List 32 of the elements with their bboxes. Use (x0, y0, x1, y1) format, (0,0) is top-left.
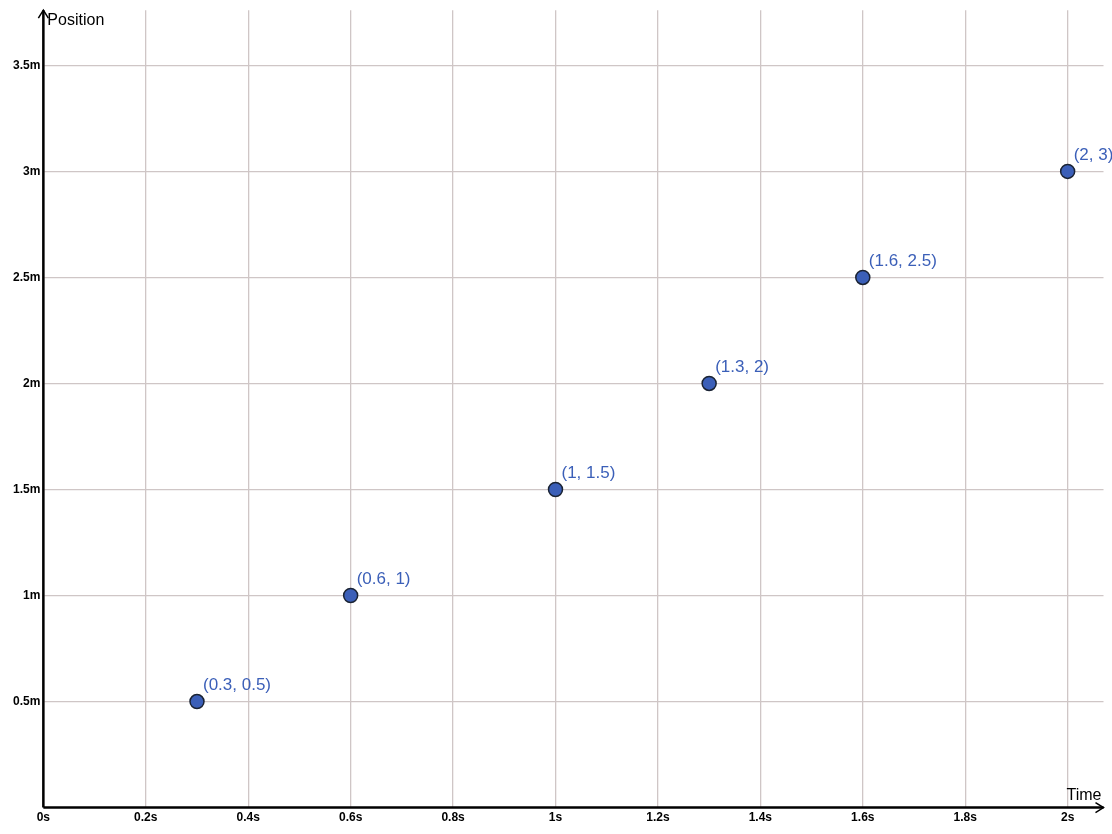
x-tick-label: 0.8s (441, 810, 466, 825)
data-label: (1, 1.5) (561, 462, 616, 482)
y-tick-label: 1m (23, 587, 41, 602)
y-tick-label: 3.5m (12, 57, 41, 72)
y-tick-label: 1.5m (12, 481, 41, 496)
x-tick-label: 1s (548, 810, 563, 825)
x-tick-label: 0s (36, 810, 51, 825)
point (189, 693, 205, 710)
point (855, 269, 871, 286)
data-label: (1.6, 2.5) (868, 250, 937, 270)
data-label: (0.3, 0.5) (203, 674, 272, 694)
data-label: (2, 3) (1073, 144, 1112, 164)
x-tick-label: 0.2s (134, 810, 158, 825)
data-label: (0.6, 1) (356, 568, 411, 588)
point (701, 375, 717, 392)
x-tick-label: 1.4s (748, 810, 773, 825)
x-axis-title: Time (1066, 786, 1102, 804)
y-tick-label: 3m (23, 163, 41, 178)
y-tick-label: 2m (23, 375, 41, 390)
point (547, 481, 564, 498)
point (342, 587, 359, 604)
data-label: (1.3, 2) (715, 356, 769, 376)
x-tick-label: 1.6s (851, 810, 875, 825)
x-tick-label: 2s (1060, 810, 1075, 825)
y-tick-label: 2.5m (12, 269, 41, 284)
x-tick-label: 0.6s (338, 810, 363, 825)
y-axis-title: Position (47, 10, 105, 28)
y-tick-label: 0.5m (12, 693, 41, 708)
x-tick-label: 1.8s (953, 810, 978, 825)
x-tick-label: 0.4s (236, 810, 261, 825)
point (1059, 163, 1076, 180)
x-tick-label: 1.2s (646, 810, 670, 825)
